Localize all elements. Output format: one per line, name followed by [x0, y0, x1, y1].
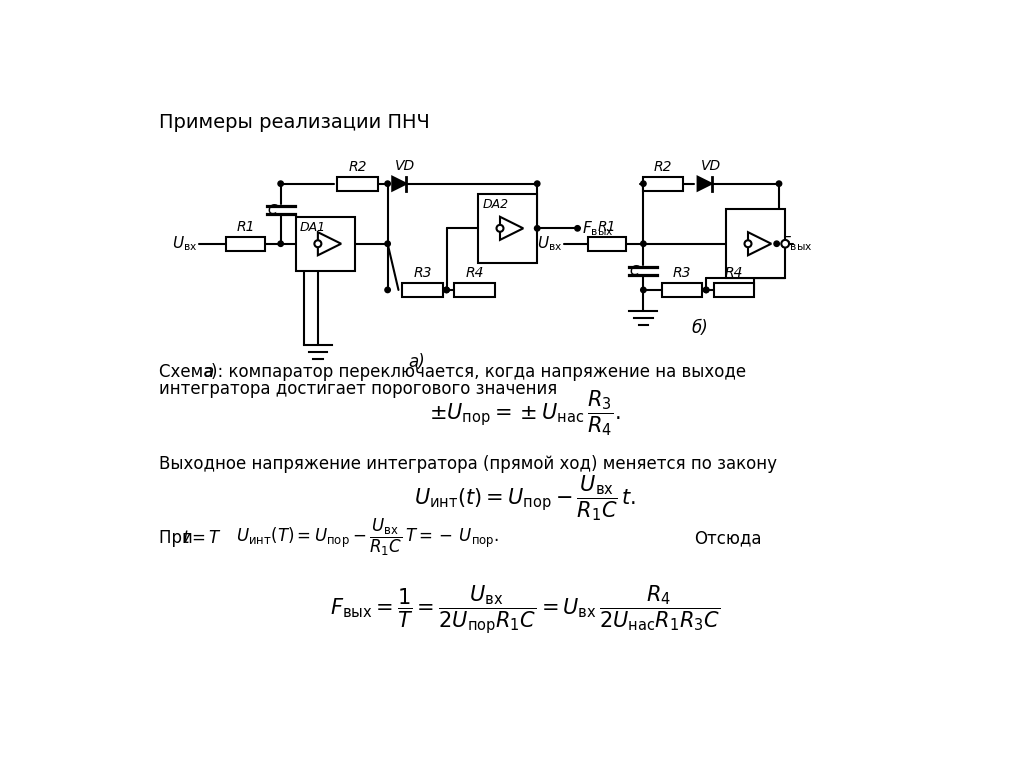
Text: а: а [203, 363, 213, 381]
Text: $U_{\rm инт}(t) = U_{\rm пор} - \dfrac{U_{\rm вх}}{R_1 C}\,t.$: $U_{\rm инт}(t) = U_{\rm пор} - \dfrac{U… [414, 473, 636, 522]
Bar [337, 176, 378, 191]
Circle shape [781, 240, 790, 248]
Text: $F_{\rm вых}$: $F_{\rm вых}$ [583, 219, 613, 238]
Text: $U_{\rm вх}$: $U_{\rm вх}$ [537, 235, 562, 253]
Text: $F_{\rm вых}$: $F_{\rm вых}$ [781, 235, 813, 253]
Circle shape [703, 287, 709, 293]
Bar [714, 283, 755, 297]
Text: R3: R3 [414, 266, 432, 280]
Polygon shape [500, 217, 523, 240]
Circle shape [385, 181, 390, 186]
Text: R2: R2 [348, 160, 367, 173]
Circle shape [776, 181, 781, 186]
Text: R4: R4 [725, 266, 743, 280]
Bar [478, 194, 538, 263]
Text: DA1: DA1 [300, 221, 327, 234]
Text: VD: VD [395, 159, 416, 173]
Text: C: C [267, 202, 276, 217]
Circle shape [314, 240, 322, 247]
Text: ): компаратор переключается, когда напряжение на выходе: ): компаратор переключается, когда напря… [211, 363, 746, 381]
Text: $\pm U_{\rm пор} = \pm U_{\rm нас}\,\dfrac{R_3}{R_4}.$: $\pm U_{\rm пор} = \pm U_{\rm нас}\,\dfr… [429, 388, 621, 438]
Circle shape [278, 241, 284, 246]
Text: R2: R2 [653, 160, 672, 173]
Polygon shape [317, 232, 341, 255]
Bar [402, 283, 442, 297]
Text: R1: R1 [598, 219, 616, 234]
Circle shape [535, 225, 540, 231]
Circle shape [385, 241, 390, 246]
Bar [726, 209, 785, 278]
Text: интегратора достигает порогового значения: интегратора достигает порогового значени… [159, 380, 557, 398]
Text: $t = T$: $t = T$ [182, 529, 222, 547]
Polygon shape [697, 176, 712, 191]
Circle shape [385, 287, 390, 293]
Text: б): б) [691, 319, 708, 337]
Bar [662, 283, 702, 297]
Bar [455, 283, 495, 297]
Text: Отсюда: Отсюда [693, 529, 761, 547]
Circle shape [535, 181, 540, 186]
Text: R4: R4 [465, 266, 483, 280]
Polygon shape [392, 176, 407, 191]
Text: При: При [159, 529, 198, 547]
Text: R3: R3 [673, 266, 691, 280]
Text: VD: VD [700, 159, 721, 173]
Text: $F_{\rm вых} = \dfrac{1}{T} = \dfrac{U_{\rm вх}}{2U_{\rm пор}R_1 C} = U_{\rm вх}: $F_{\rm вых} = \dfrac{1}{T} = \dfrac{U_{… [330, 583, 720, 636]
Bar [296, 217, 355, 271]
Bar [226, 237, 265, 251]
Text: Выходное напряжение интегратора (прямой ход) меняется по закону: Выходное напряжение интегратора (прямой … [159, 456, 777, 473]
Text: DA2: DA2 [482, 198, 508, 210]
Circle shape [641, 241, 646, 246]
Circle shape [703, 287, 709, 293]
Bar [643, 176, 683, 191]
Circle shape [641, 181, 646, 186]
Text: C: C [630, 264, 640, 278]
Circle shape [744, 240, 752, 247]
Text: Примеры реализации ПНЧ: Примеры реализации ПНЧ [159, 113, 430, 132]
Circle shape [774, 241, 779, 246]
Text: а): а) [409, 353, 425, 371]
Text: $U_{\rm вх}$: $U_{\rm вх}$ [172, 235, 198, 253]
Polygon shape [748, 232, 771, 255]
Text: R1: R1 [237, 219, 255, 234]
Circle shape [278, 181, 284, 186]
Text: $U_{\rm инт}(T) = U_{\rm пор} - \dfrac{U_{\rm вх}}{R_1 C}\,T = -\,U_{\rm пор}.$: $U_{\rm инт}(T) = U_{\rm пор} - \dfrac{U… [237, 517, 500, 558]
Circle shape [497, 225, 504, 232]
Bar [588, 237, 627, 251]
Circle shape [443, 287, 450, 293]
Circle shape [574, 225, 581, 231]
Circle shape [641, 287, 646, 293]
Circle shape [443, 287, 450, 293]
Text: Схема: Схема [159, 363, 219, 381]
